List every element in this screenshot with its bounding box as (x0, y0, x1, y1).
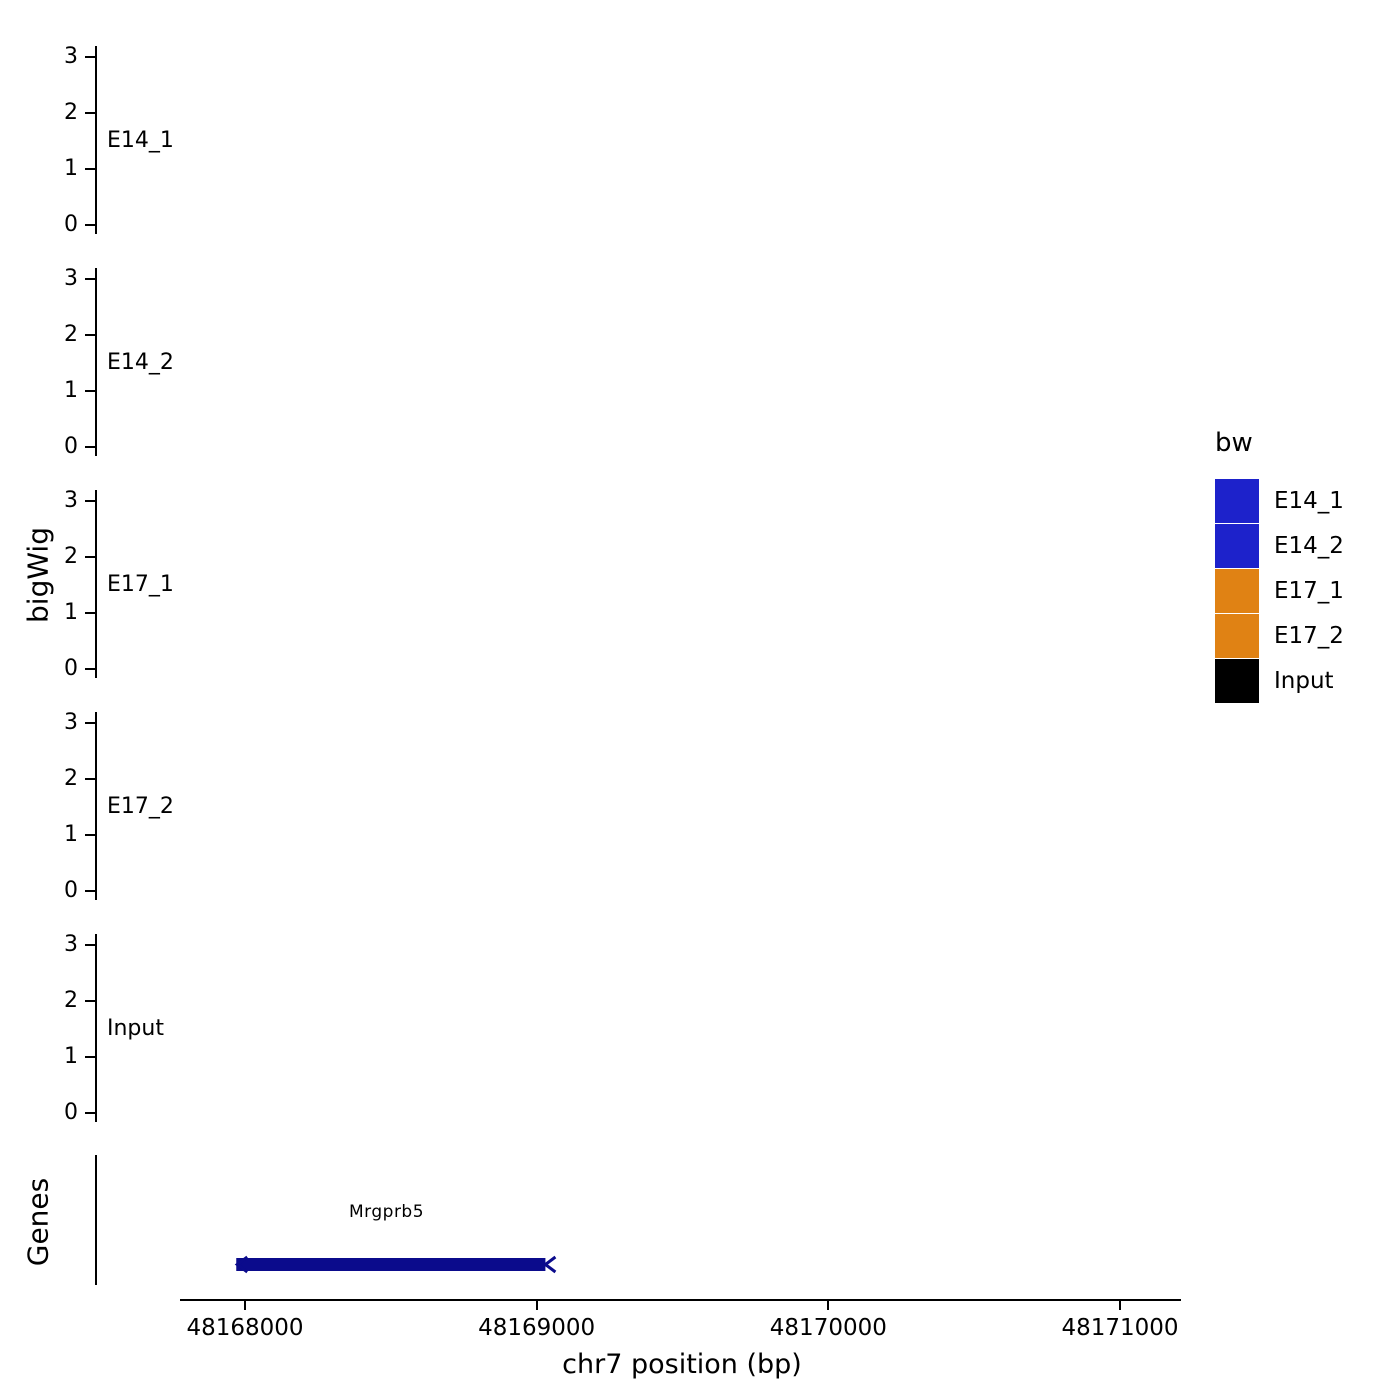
y-tick-mark (85, 834, 96, 836)
legend-item-e14-1: E14_1 (1215, 478, 1344, 523)
track-e14-1: 3 2 1 0 E14_1 (0, 30, 1400, 237)
track-e14-2: 3 2 1 0 E14_2 (0, 252, 1400, 459)
y-tick-label: 2 (64, 766, 78, 791)
legend-swatch-e14-2 (1215, 523, 1259, 568)
y-tick-label: 1 (64, 378, 78, 403)
y-tick-label: 2 (64, 322, 78, 347)
genes-track: Mrgprb5 (0, 1130, 1400, 1295)
track-e17-2: 3 2 1 0 E17_2 (0, 696, 1400, 903)
y-tick-mark (85, 722, 96, 724)
y-tick-label: 2 (64, 988, 78, 1013)
y-tick-label: 3 (64, 932, 78, 957)
x-tick-mark (1119, 1301, 1121, 1310)
track-label-input: Input (107, 1016, 164, 1041)
legend-swatch-e17-2 (1215, 613, 1259, 658)
y-tick-mark (85, 112, 96, 114)
legend-label: E17_2 (1274, 622, 1344, 649)
x-tick-mark (535, 1301, 538, 1310)
y-tick-mark (85, 612, 96, 614)
x-axis-line (180, 1299, 1181, 1301)
y-tick-label: 0 (64, 878, 78, 903)
track-label-e17-1: E17_1 (107, 572, 174, 597)
y-axis-line (95, 490, 97, 678)
coverage-area-e14-2 (180, 252, 1180, 452)
y-tick-label: 3 (64, 266, 78, 291)
y-tick-mark (85, 890, 96, 892)
y-tick-mark (85, 278, 96, 280)
legend-label: Input (1274, 667, 1334, 694)
x-tick-label: 48169000 (478, 1315, 596, 1341)
y-tick-label: 2 (64, 100, 78, 125)
coverage-area-e14-1 (180, 30, 1180, 230)
legend: bw E14_1 E14_2 E17_1 E17_2 Input (1215, 428, 1344, 703)
coverage-area-input (180, 918, 1180, 1118)
y-tick-mark (85, 944, 96, 946)
x-axis-title: chr7 position (bp) (562, 1349, 802, 1380)
y-tick-mark (85, 168, 96, 170)
y-tick-label: 2 (64, 544, 78, 569)
y-axis-line (95, 268, 97, 456)
y-tick-mark (85, 334, 96, 336)
y-tick-label: 1 (64, 600, 78, 625)
gene-strand-arrow-left (234, 1255, 249, 1274)
legend-item-e17-2: E17_2 (1215, 613, 1344, 658)
legend-label: E14_2 (1274, 532, 1344, 559)
legend-item-e17-1: E17_1 (1215, 568, 1344, 613)
y-tick-mark (85, 1056, 96, 1058)
y-tick-mark (85, 500, 96, 502)
y-tick-mark (85, 668, 96, 670)
y-tick-mark (85, 224, 96, 226)
y-tick-label: 1 (64, 156, 78, 181)
coverage-area-e17-2 (180, 696, 1180, 896)
y-tick-label: 0 (64, 656, 78, 681)
legend-swatch-e17-1 (1215, 568, 1259, 613)
track-e17-1: 3 2 1 0 E17_1 (0, 474, 1400, 681)
y-tick-mark (85, 556, 96, 558)
x-tick-label: 48170000 (769, 1315, 887, 1341)
gene-body (236, 1258, 546, 1271)
legend-item-e14-2: E14_2 (1215, 523, 1344, 568)
gene-strand-arrow-right (542, 1255, 557, 1274)
y-axis-line (95, 46, 97, 234)
track-label-e14-1: E14_1 (107, 128, 174, 153)
y-tick-label: 1 (64, 822, 78, 847)
gene-name-label: Mrgprb5 (349, 1202, 425, 1222)
y-tick-mark (85, 778, 96, 780)
y-tick-label: 0 (64, 1100, 78, 1125)
y-tick-mark (85, 56, 96, 58)
x-tick-mark (244, 1301, 246, 1310)
y-tick-label: 1 (64, 1044, 78, 1069)
genes-axis-line (95, 1155, 97, 1285)
y-tick-mark (85, 1000, 96, 1002)
y-tick-mark (85, 446, 96, 448)
legend-item-input: Input (1215, 658, 1344, 703)
coverage-area-e17-1 (180, 474, 1180, 674)
x-tick-label: 48168000 (186, 1315, 304, 1341)
legend-swatch-input (1215, 658, 1259, 703)
y-tick-label: 3 (64, 710, 78, 735)
legend-label: E17_1 (1274, 577, 1344, 604)
y-tick-label: 0 (64, 434, 78, 459)
y-axis-line (95, 934, 97, 1122)
y-tick-label: 3 (64, 488, 78, 513)
gene-model-mrgprb5 (234, 1255, 557, 1274)
x-tick-label: 48171000 (1061, 1315, 1179, 1341)
track-label-e17-2: E17_2 (107, 794, 174, 819)
legend-swatch-e14-1 (1215, 478, 1259, 523)
y-axis-line (95, 712, 97, 900)
x-axis: 48168000 48169000 48170000 48171000 chr7 po… (0, 1295, 1400, 1400)
y-tick-mark (85, 1112, 96, 1114)
track-input: 3 2 1 0 Input (0, 918, 1400, 1125)
x-tick-mark (827, 1301, 830, 1310)
y-tick-label: 3 (64, 44, 78, 69)
y-tick-label: 0 (64, 212, 78, 237)
track-label-e14-2: E14_2 (107, 350, 174, 375)
y-tick-mark (85, 390, 96, 392)
legend-title: bw (1215, 428, 1253, 458)
legend-label: E14_1 (1274, 487, 1344, 514)
